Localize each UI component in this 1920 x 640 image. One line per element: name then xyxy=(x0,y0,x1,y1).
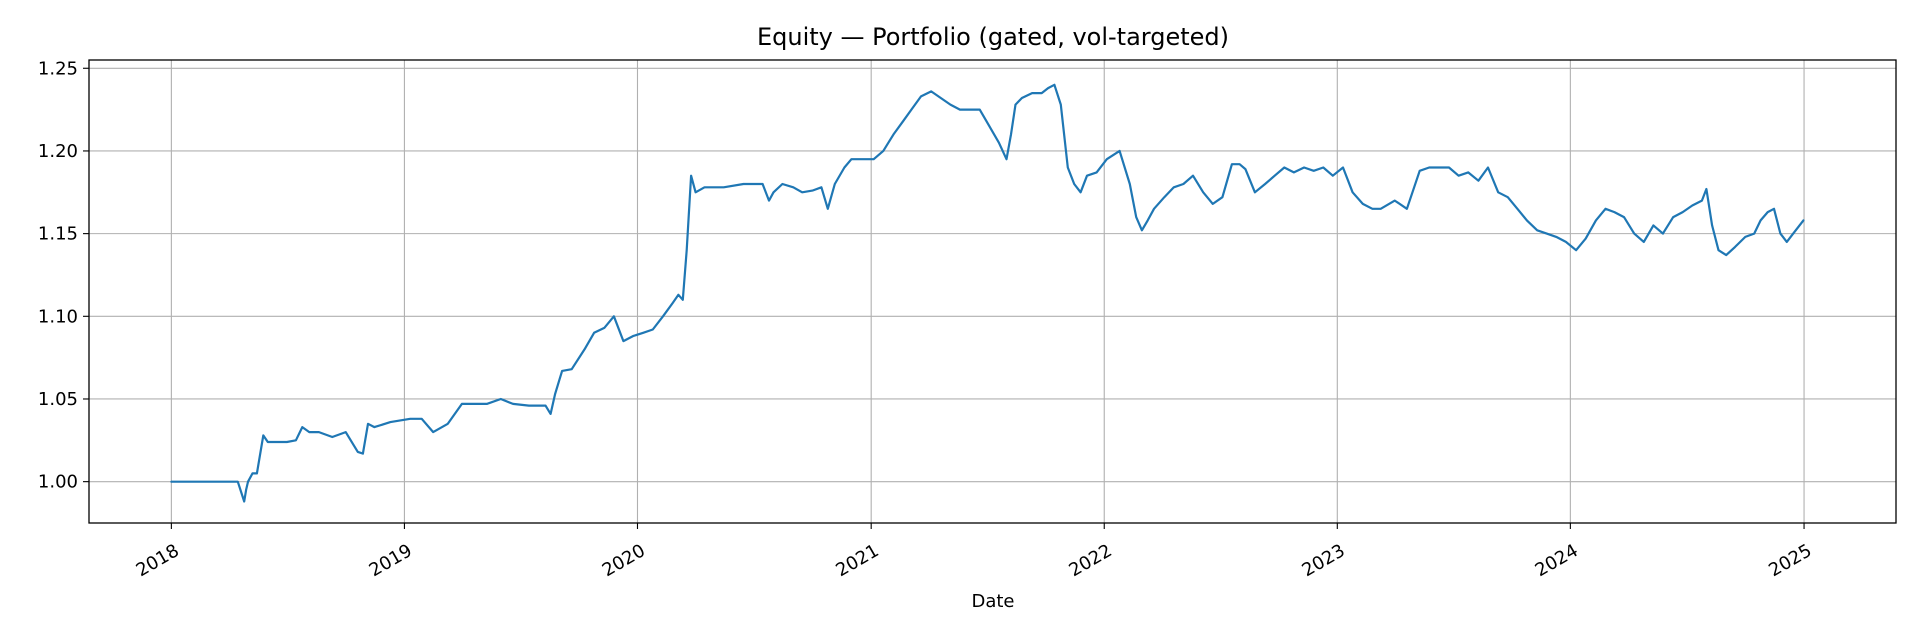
y-tick-label: 1.05 xyxy=(38,389,78,410)
x-tick-label: 2020 xyxy=(599,540,649,581)
y-tick-label: 1.20 xyxy=(38,141,78,162)
x-tick-label: 2022 xyxy=(1065,540,1115,581)
x-tick-label: 2025 xyxy=(1765,540,1815,581)
chart-title: Equity — Portfolio (gated, vol-targeted) xyxy=(757,23,1229,51)
equity-series-line xyxy=(170,83,1805,503)
x-tick-label: 2019 xyxy=(366,540,416,581)
y-tick-label: 1.25 xyxy=(38,58,78,79)
axes-frame xyxy=(88,59,1897,524)
grid xyxy=(89,60,1896,523)
y-tick-label: 1.00 xyxy=(38,472,78,493)
x-tick-label: 2021 xyxy=(832,540,882,581)
x-tick-label: 2023 xyxy=(1299,540,1349,581)
y-axis: 1.00 1.05 1.10 1.15 1.20 1.25 xyxy=(38,58,89,493)
x-tick-label: 2024 xyxy=(1532,540,1582,581)
y-tick-label: 1.10 xyxy=(38,306,78,327)
x-tick-label: 2018 xyxy=(133,540,183,581)
x-axis: 2018 2019 2020 2021 2022 2023 2024 2025 xyxy=(133,523,1815,581)
series-layer xyxy=(170,83,1805,503)
y-tick-label: 1.15 xyxy=(38,224,78,245)
x-axis-title: Date xyxy=(971,591,1014,612)
